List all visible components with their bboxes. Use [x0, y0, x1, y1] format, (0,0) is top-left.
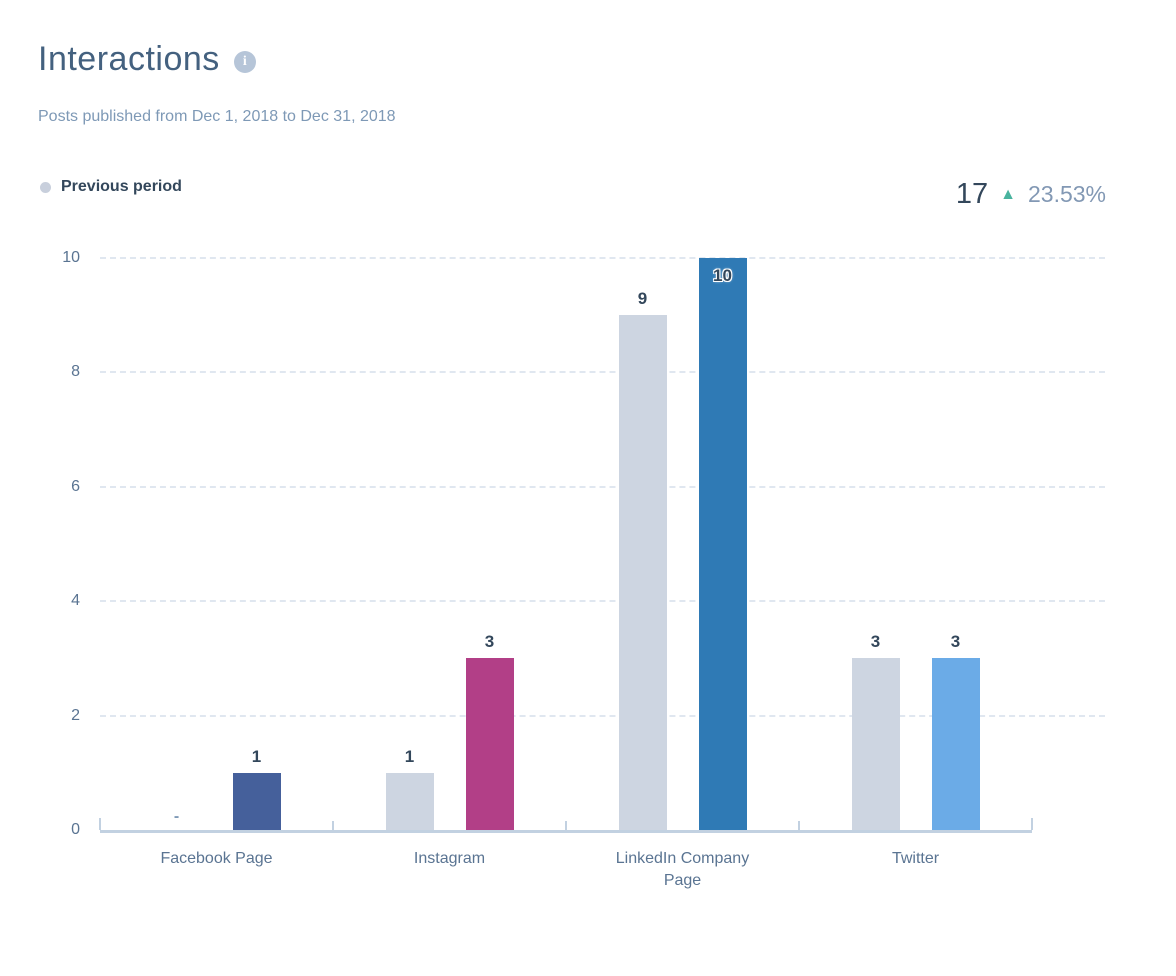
x-axis-end-tick	[99, 818, 101, 830]
y-axis-tick-label: 8	[71, 363, 80, 381]
bar-value-label: 10	[713, 266, 732, 285]
bar-value-label: 9	[637, 289, 648, 309]
gridline-y10	[100, 257, 1105, 259]
x-axis-group-tick	[565, 821, 567, 830]
delta-percent: 23.53%	[1027, 181, 1106, 207]
summary-metric: 17 ▲ 23.53%	[956, 178, 1106, 211]
bar-previous-instagram[interactable]	[385, 772, 434, 830]
report-subtitle: Posts published from Dec 1, 2018 to Dec …	[38, 108, 396, 125]
x-axis-category-label: LinkedIn Company Page	[615, 850, 750, 889]
x-axis-group-tick	[798, 821, 800, 830]
y-axis-tick-label: 0	[71, 821, 80, 838]
report-header: Interactions i	[38, 40, 256, 79]
bar-current-instagram[interactable]	[465, 658, 514, 830]
bar-value-label: 1	[404, 746, 415, 766]
bar-previous-twitter[interactable]	[851, 658, 900, 830]
bar-label-null: -	[173, 808, 180, 825]
legend-dot-icon	[40, 181, 51, 193]
bar-value-label: 3	[484, 632, 495, 652]
bar-value-label: 1	[251, 746, 262, 766]
legend-previous-period[interactable]: Previous period	[40, 178, 182, 196]
y-axis-tick-label: 10	[62, 249, 80, 266]
y-axis-tick-label: 2	[71, 706, 80, 724]
legend-label: Previous period	[61, 178, 182, 195]
total-value: 17	[955, 178, 989, 210]
bar-current-twitter[interactable]	[931, 658, 980, 830]
x-axis-category-label: Instagram	[413, 850, 486, 867]
bar-current-facebook-page[interactable]	[232, 772, 281, 830]
gridline-y2	[100, 714, 1105, 717]
info-icon[interactable]: i	[233, 50, 256, 73]
x-axis-group-tick	[332, 821, 334, 830]
x-axis-end-tick	[1031, 818, 1033, 830]
page-title: Interactions	[38, 40, 220, 78]
y-axis-tick-label: 6	[71, 477, 80, 495]
bar-current-linkedin-company-page[interactable]	[698, 258, 747, 830]
bar-value-label: 3	[870, 632, 881, 652]
y-axis-tick-label: 4	[71, 592, 80, 610]
gridline-y8	[100, 371, 1105, 374]
x-axis-line	[100, 830, 1032, 833]
bar-value-label: 3	[950, 632, 961, 652]
gridline-y6	[100, 485, 1105, 488]
delta-up-icon: ▲	[1000, 185, 1016, 203]
x-axis-category-label: Facebook Page	[160, 850, 273, 867]
bar-previous-linkedin-company-page[interactable]	[618, 315, 667, 830]
x-axis-category-label: Twitter	[891, 850, 940, 867]
gridline-y4	[100, 600, 1105, 603]
